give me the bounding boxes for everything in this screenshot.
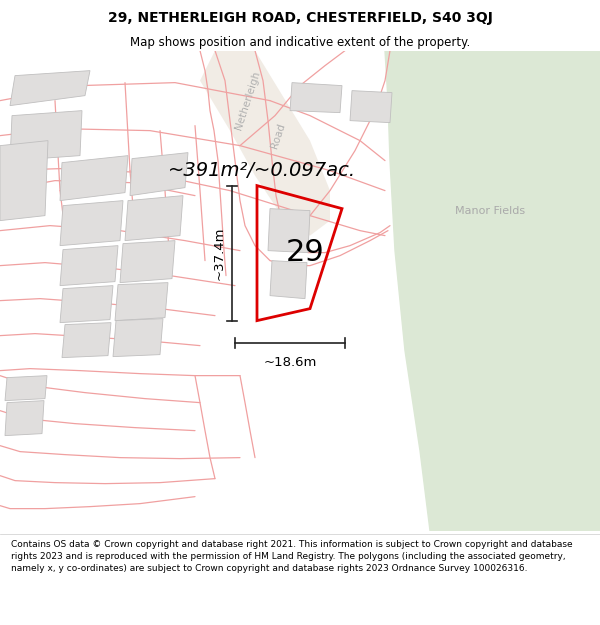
Polygon shape: [130, 152, 188, 196]
Text: ~18.6m: ~18.6m: [263, 356, 317, 369]
Text: Road: Road: [269, 122, 287, 149]
Polygon shape: [62, 322, 111, 357]
Polygon shape: [5, 401, 44, 436]
Polygon shape: [5, 376, 47, 401]
Polygon shape: [60, 201, 123, 246]
Text: Netherleigh: Netherleigh: [234, 70, 262, 131]
Text: 29, NETHERLEIGH ROAD, CHESTERFIELD, S40 3QJ: 29, NETHERLEIGH ROAD, CHESTERFIELD, S40 …: [107, 11, 493, 25]
Polygon shape: [60, 286, 113, 322]
Polygon shape: [385, 51, 600, 531]
Polygon shape: [350, 91, 392, 123]
Polygon shape: [113, 319, 163, 357]
Text: Map shows position and indicative extent of the property.: Map shows position and indicative extent…: [130, 36, 470, 49]
Polygon shape: [115, 282, 168, 321]
Text: Manor Fields: Manor Fields: [455, 206, 525, 216]
Polygon shape: [10, 71, 90, 106]
Text: 29: 29: [286, 238, 325, 267]
Polygon shape: [268, 209, 310, 252]
Polygon shape: [60, 246, 118, 286]
Polygon shape: [10, 111, 82, 161]
Text: ~37.4m: ~37.4m: [212, 226, 226, 280]
Polygon shape: [0, 141, 48, 221]
Polygon shape: [270, 261, 307, 299]
Polygon shape: [60, 156, 128, 201]
Polygon shape: [120, 241, 175, 282]
Text: Contains OS data © Crown copyright and database right 2021. This information is : Contains OS data © Crown copyright and d…: [11, 540, 572, 573]
Polygon shape: [200, 51, 330, 236]
Polygon shape: [125, 196, 183, 241]
Polygon shape: [290, 82, 342, 112]
Text: ~391m²/~0.097ac.: ~391m²/~0.097ac.: [168, 161, 356, 180]
